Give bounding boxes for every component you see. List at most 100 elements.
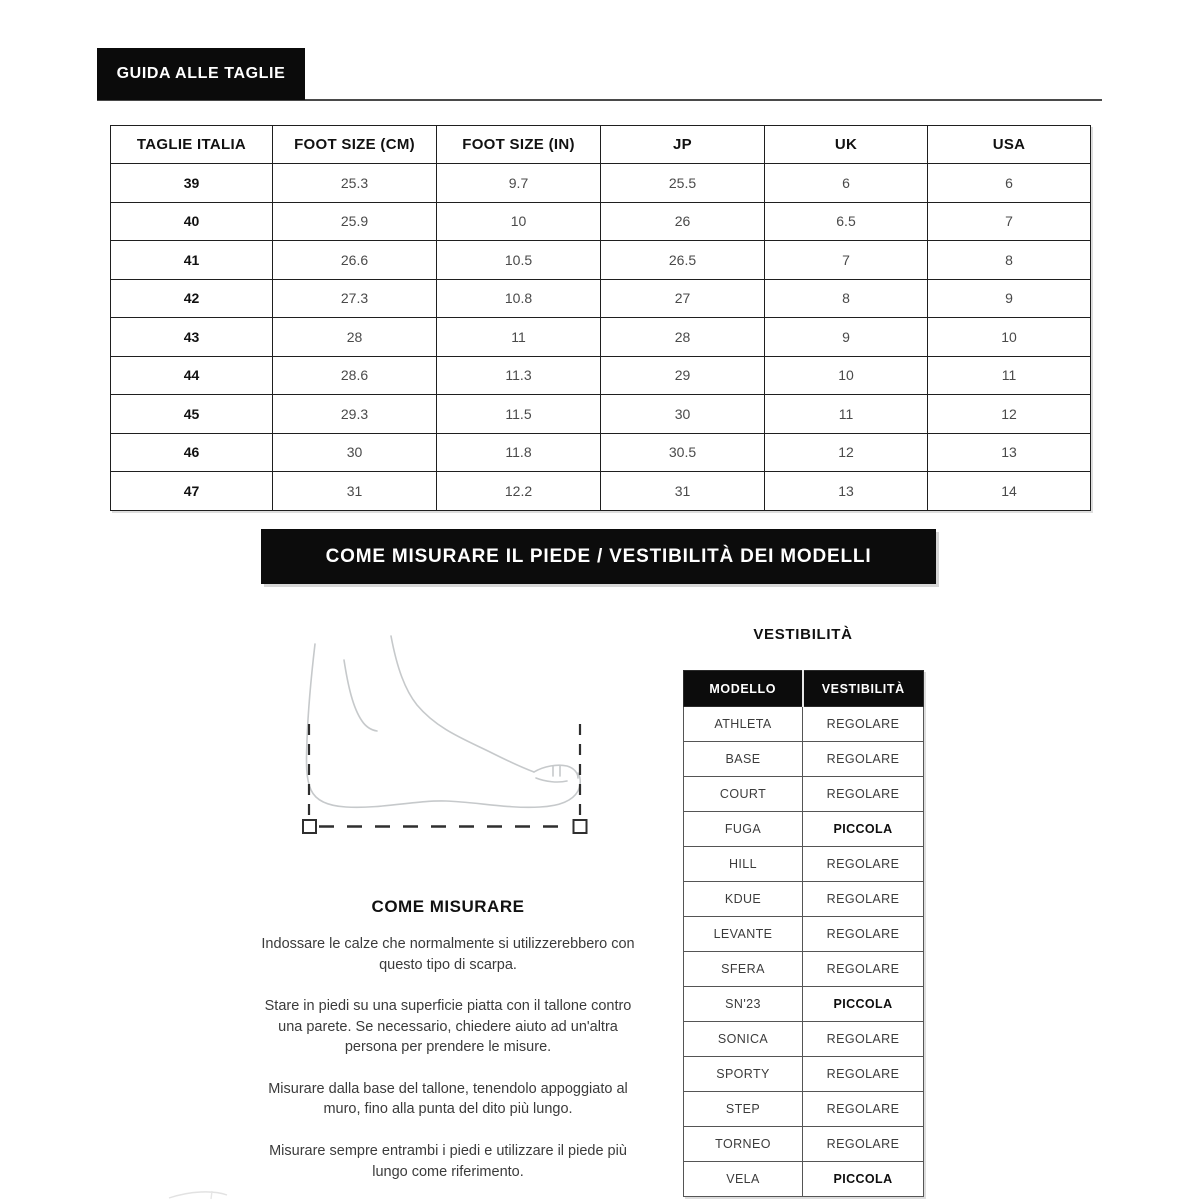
- fit-cell-vestibilita: REGOLARE: [802, 776, 924, 812]
- size-cell: 10: [927, 317, 1091, 357]
- size-cell: 6: [927, 163, 1091, 203]
- column-header-uk: UK: [764, 125, 928, 164]
- size-cell: 7: [764, 240, 928, 280]
- size-cell: 9: [927, 278, 1091, 318]
- fit-cell-vestibilita: REGOLARE: [802, 706, 924, 742]
- fit-table-row: SFERA REGOLARE: [683, 951, 924, 987]
- column-header-usa: USA: [927, 125, 1091, 164]
- size-cell: 30.5: [600, 432, 765, 472]
- size-cell: 12: [764, 432, 928, 472]
- fit-cell-model: VELA: [683, 1161, 803, 1197]
- fit-cell-model: ATHLETA: [683, 706, 803, 742]
- fit-cell-vestibilita: REGOLARE: [802, 916, 924, 952]
- size-cell: 25.3: [272, 163, 437, 203]
- size-cell: 11: [764, 394, 928, 434]
- size-cell: 7: [927, 201, 1091, 241]
- fit-table-header-row: MODELLO VESTIBILITÀ: [683, 670, 924, 707]
- size-cell: 13: [764, 471, 928, 511]
- measure-paragraph: Stare in piedi su una superficie piatta …: [264, 998, 632, 1056]
- size-cell-italia: 46: [110, 432, 273, 472]
- column-header-vestibilita: VESTIBILITÀ: [801, 670, 924, 707]
- fit-cell-model: SFERA: [683, 951, 803, 987]
- fit-cell-vestibilita: REGOLARE: [802, 1056, 924, 1092]
- fit-cell-vestibilita: PICCOLA: [802, 811, 924, 847]
- fit-table-row: COURT REGOLARE: [683, 776, 924, 812]
- size-cell: 28: [600, 317, 765, 357]
- section-banner: COME MISURARE IL PIEDE / VESTIBILITÀ DEI…: [261, 529, 936, 584]
- column-header-taglie-italia: TAGLIE ITALIA: [110, 125, 273, 164]
- size-table-row: 40 25.9 10 26 6.5 7: [110, 201, 1091, 241]
- size-cell: 29.3: [272, 394, 437, 434]
- size-cell: 14: [927, 471, 1091, 511]
- fit-table-row: FUGA PICCOLA: [683, 811, 924, 847]
- size-table-row: 42 27.3 10.8 27 8 9: [110, 278, 1091, 318]
- size-cell-italia: 43: [110, 317, 273, 357]
- fit-cell-vestibilita: REGOLARE: [802, 881, 924, 917]
- cutoff-image-edge: [168, 1190, 228, 1200]
- foot-measurement-illustration: [302, 635, 588, 834]
- fit-cell-model: SPORTY: [683, 1056, 803, 1092]
- fit-table-row: STEP REGOLARE: [683, 1091, 924, 1127]
- fit-table-body: ATHLETA REGOLARE BASE REGOLARE COURT REGOLARE…: [683, 706, 924, 1197]
- measure-instructions: Indossare le calze che normalmente si ut…: [258, 934, 638, 1182]
- size-cell-italia: 44: [110, 355, 273, 395]
- size-cell-italia: 41: [110, 240, 273, 280]
- size-cell: 11: [436, 317, 601, 357]
- section-banner-label: COME MISURARE IL PIEDE / VESTIBILITÀ DEI…: [325, 545, 872, 567]
- size-guide-title-badge: GUIDA ALLE TAGLIE: [97, 48, 305, 100]
- size-cell: 12: [927, 394, 1091, 434]
- size-cell: 25.5: [600, 163, 765, 203]
- size-conversion-table: TAGLIE ITALIA FOOT SIZE (CM) FOOT SIZE (…: [110, 125, 1091, 511]
- fit-table-row: LEVANTE REGOLARE: [683, 916, 924, 952]
- size-table-body: 39 25.3 9.7 25.5 6 6 40 25.9 10 26 6.5 7 41 26.6 10.5 2…: [110, 163, 1091, 511]
- size-cell: 30: [272, 432, 437, 472]
- fit-cell-vestibilita: REGOLARE: [802, 846, 924, 882]
- size-cell: 9: [764, 317, 928, 357]
- size-cell-italia: 40: [110, 201, 273, 241]
- size-cell: 9.7: [436, 163, 601, 203]
- size-table-row: 39 25.3 9.7 25.5 6 6: [110, 163, 1091, 203]
- size-table-row: 41 26.6 10.5 26.5 7 8: [110, 240, 1091, 280]
- size-cell: 8: [927, 240, 1091, 280]
- size-cell: 27.3: [272, 278, 437, 318]
- size-table-header-row: TAGLIE ITALIA FOOT SIZE (CM) FOOT SIZE (…: [110, 125, 1091, 164]
- size-cell-italia: 47: [110, 471, 273, 511]
- fit-cell-vestibilita: REGOLARE: [802, 741, 924, 777]
- size-table-row: 46 30 11.8 30.5 12 13: [110, 432, 1091, 472]
- fit-cell-vestibilita: REGOLARE: [802, 1126, 924, 1162]
- fit-cell-model: TORNEO: [683, 1126, 803, 1162]
- column-header-jp: JP: [600, 125, 765, 164]
- size-cell: 10.8: [436, 278, 601, 318]
- size-cell: 6: [764, 163, 928, 203]
- measure-paragraph: Misurare sempre entrambi i piedi e utili…: [269, 1143, 627, 1180]
- size-table-row: 43 28 11 28 9 10: [110, 317, 1091, 357]
- size-cell: 8: [764, 278, 928, 318]
- size-cell-italia: 45: [110, 394, 273, 434]
- size-cell: 26: [600, 201, 765, 241]
- size-cell-italia: 39: [110, 163, 273, 203]
- column-header-foot-size-in: FOOT SIZE (IN): [436, 125, 601, 164]
- column-header-modello: MODELLO: [683, 670, 803, 707]
- fit-cell-vestibilita: PICCOLA: [802, 986, 924, 1022]
- size-cell: 31: [600, 471, 765, 511]
- size-cell: 10.5: [436, 240, 601, 280]
- size-cell-italia: 42: [110, 278, 273, 318]
- size-cell: 25.9: [272, 201, 437, 241]
- size-table-row: 47 31 12.2 31 13 14: [110, 471, 1091, 511]
- fit-cell-model: HILL: [683, 846, 803, 882]
- fit-cell-model: SN'23: [683, 986, 803, 1022]
- page-title: GUIDA ALLE TAGLIE: [116, 65, 286, 82]
- fit-cell-vestibilita: REGOLARE: [802, 1091, 924, 1127]
- measure-heading: COME MISURARE: [371, 897, 525, 916]
- fit-cell-model: FUGA: [683, 811, 803, 847]
- fit-table: MODELLO VESTIBILITÀ ATHLETA REGOLARE BASE R…: [683, 670, 924, 1197]
- size-cell: 11.5: [436, 394, 601, 434]
- fit-cell-model: COURT: [683, 776, 803, 812]
- column-header-foot-size-cm: FOOT SIZE (CM): [272, 125, 437, 164]
- size-table-row: 44 28.6 11.3 29 10 11: [110, 355, 1091, 395]
- fit-table-row: SN'23 PICCOLA: [683, 986, 924, 1022]
- size-cell: 26.6: [272, 240, 437, 280]
- size-cell: 31: [272, 471, 437, 511]
- size-cell: 30: [600, 394, 765, 434]
